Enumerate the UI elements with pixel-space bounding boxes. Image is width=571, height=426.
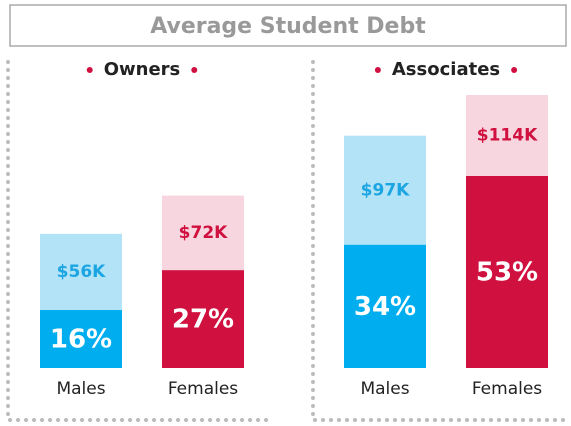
- panel-border: [311, 60, 568, 422]
- percent-label: 16%: [50, 325, 112, 355]
- percent-label: 53%: [476, 258, 538, 288]
- debt-label: $72K: [179, 223, 228, 243]
- debt-label: $56K: [57, 262, 106, 282]
- title-box: [9, 4, 567, 47]
- category-label: Males: [360, 379, 409, 399]
- percent-bar: [344, 244, 426, 368]
- panel-border: [6, 60, 274, 422]
- bullet: [86, 67, 93, 73]
- percent-label: 34%: [354, 292, 416, 322]
- category-label: Females: [472, 379, 542, 399]
- bullet: [511, 67, 518, 73]
- percent-bar: [40, 310, 122, 368]
- percent-label: 27%: [172, 305, 234, 335]
- panel-title: Associates: [392, 59, 500, 80]
- chart-title: Average Student Debt: [150, 14, 426, 39]
- category-label: Males: [56, 379, 105, 399]
- bullet: [191, 67, 198, 73]
- panel-title: Owners: [104, 59, 181, 80]
- percent-bar: [466, 176, 548, 368]
- debt-label: $97K: [361, 180, 410, 200]
- percent-bar: [162, 270, 244, 368]
- debt-label: $114K: [477, 126, 538, 146]
- category-label: Females: [168, 379, 238, 399]
- bullet: [374, 67, 381, 73]
